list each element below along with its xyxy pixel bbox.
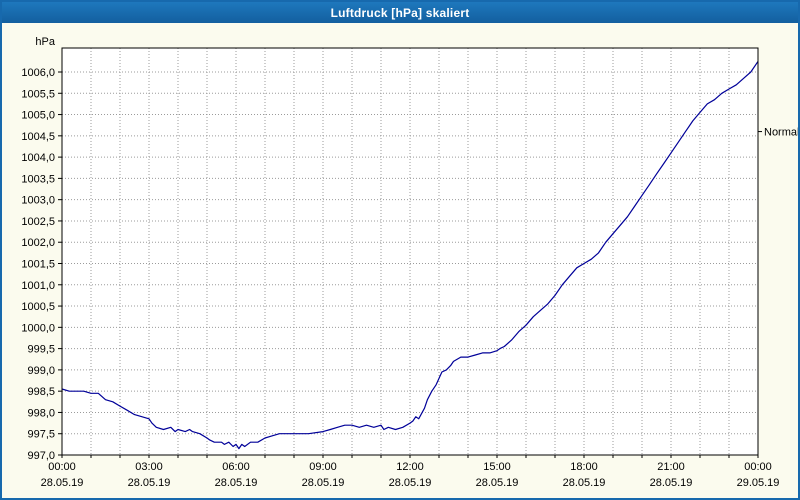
plot-border [61, 47, 759, 456]
normal-marker-label: Normal [764, 127, 798, 139]
x-tick-time-label: 03:00 [135, 461, 163, 473]
x-tick-time-label: 00:00 [744, 461, 772, 473]
y-tick-label: 1005,5 [21, 88, 55, 100]
x-tick-date-label: 28.05.19 [389, 477, 432, 489]
x-tick-date-label: 28.05.19 [476, 477, 519, 489]
x-tick-date-label: 28.05.19 [41, 477, 84, 489]
y-tick-label: 1001,0 [21, 280, 55, 292]
y-tick-label: 1000,5 [21, 301, 55, 313]
x-tick-time-label: 15:00 [483, 461, 511, 473]
y-tick-label: 1001,5 [21, 259, 55, 271]
y-axis-unit-label: hPa [35, 36, 55, 48]
window-titlebar[interactable]: Luftdruck [hPa] skaliert [2, 2, 798, 23]
y-tick-label: 1004,0 [21, 152, 55, 164]
chart-area: 1006,0 1005,5 1005,0 1004,5 1004,0 1003,5 1003… [2, 23, 798, 498]
x-tick-time-label: 21:00 [657, 461, 685, 473]
y-tick-label: 1004,5 [21, 131, 55, 143]
series-line [61, 61, 759, 450]
x-tick-time-label: 09:00 [309, 461, 337, 473]
y-tick-label: 1000,0 [21, 322, 55, 334]
y-tick-label: 998,0 [27, 407, 55, 419]
window-title: Luftdruck [hPa] skaliert [330, 5, 470, 20]
x-tick-time-label: 00:00 [48, 461, 76, 473]
y-tick-label: 999,0 [27, 365, 55, 377]
x-tick-date-label: 29.05.19 [737, 477, 780, 489]
pressure-chart: 1006,0 1005,5 1005,0 1004,5 1004,0 1003,5 1003… [21, 36, 798, 489]
y-tick-label: 997,0 [27, 450, 55, 462]
x-tick-date-label: 28.05.19 [563, 477, 606, 489]
y-tick-label: 1003,5 [21, 173, 55, 185]
y-tick-label: 998,5 [27, 386, 55, 398]
y-tick-label: 997,5 [27, 429, 55, 441]
y-tick-label: 999,5 [27, 344, 55, 356]
x-tick-date-label: 28.05.19 [128, 477, 171, 489]
y-tick-label: 1006,0 [21, 67, 55, 79]
y-tick-label: 1005,0 [21, 110, 55, 122]
x-tick-time-label: 18:00 [570, 461, 598, 473]
x-tick-time-label: 12:00 [396, 461, 424, 473]
y-tick-label: 1002,5 [21, 216, 55, 228]
x-tick-date-label: 28.05.19 [215, 477, 258, 489]
y-tick-label: 1002,0 [21, 237, 55, 249]
x-tick-date-label: 28.05.19 [302, 477, 345, 489]
x-tick-date-label: 28.05.19 [650, 477, 693, 489]
y-tick-label: 1003,0 [21, 195, 55, 207]
x-tick-time-label: 06:00 [222, 461, 250, 473]
